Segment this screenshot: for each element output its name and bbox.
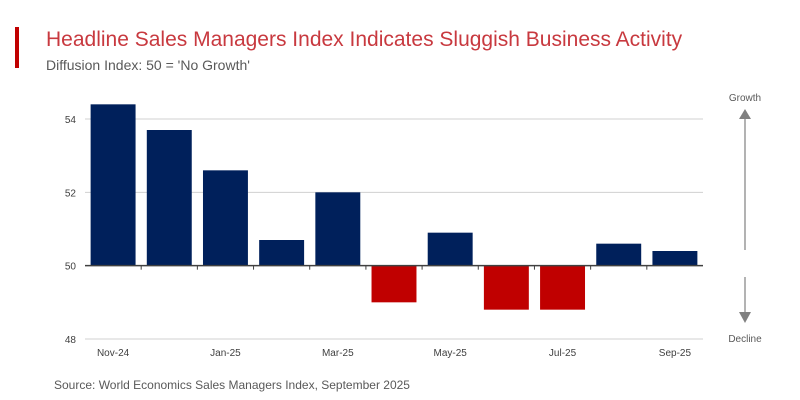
growth-decline-indicator: Growth Decline <box>728 93 762 345</box>
x-tick-label: Jan-25 <box>210 348 241 359</box>
x-tick-label: Mar-25 <box>322 348 354 359</box>
bar-aug-25 <box>596 243 642 266</box>
chart-subtitle: Diffusion Index: 50 = 'No Growth' <box>46 57 250 73</box>
x-tick-label: Jul-25 <box>549 348 577 359</box>
title-accent-bar <box>15 27 19 68</box>
bar-jun-25 <box>483 265 529 310</box>
source-note: Source: World Economics Sales Managers I… <box>54 378 410 392</box>
growth-label: Growth <box>729 93 761 104</box>
bar-jul-25 <box>540 265 586 310</box>
x-tick-label: May-25 <box>434 348 468 359</box>
growth-arrow-icon <box>739 109 751 119</box>
bar-apr-25 <box>371 265 417 303</box>
y-tick-label: 52 <box>65 188 77 199</box>
bar-may-25 <box>427 232 473 266</box>
chart-title: Headline Sales Managers Index Indicates … <box>46 28 683 51</box>
y-tick-label: 54 <box>65 115 77 126</box>
x-tick-label: Sep-25 <box>659 348 692 359</box>
axes: 48 50 52 54 Nov-24 Jan-25 Mar-25 May-25 Jul-25 Se… <box>65 115 703 359</box>
x-tick-label: Nov-24 <box>97 348 130 359</box>
bar-mar-25 <box>315 192 361 266</box>
bars <box>90 104 698 310</box>
bar-jan-25 <box>202 170 248 266</box>
bar-nov-24 <box>90 104 136 266</box>
y-tick-label: 48 <box>65 335 77 346</box>
bar-sep-25 <box>652 251 698 266</box>
y-tick-label: 50 <box>65 262 77 273</box>
bar-dec-24 <box>146 130 192 266</box>
decline-label: Decline <box>728 334 762 345</box>
bar-feb-25 <box>259 240 305 266</box>
decline-arrow-icon <box>739 312 751 323</box>
